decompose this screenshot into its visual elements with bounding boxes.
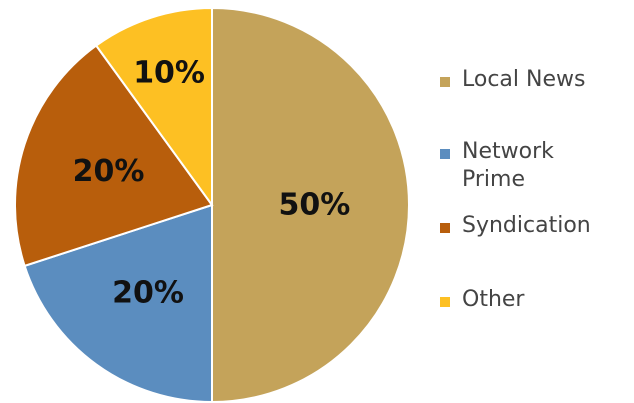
pie-slices	[14, 6, 410, 403]
legend-item-local-news: Local News	[440, 66, 622, 94]
legend-label-other: Other	[462, 287, 525, 312]
legend-item-other: Other	[440, 286, 622, 314]
legend-label-syndication: Syndication	[462, 213, 591, 238]
pie-label-network-prime: 20%	[112, 276, 184, 311]
legend-item-network-prime: Network Prime	[440, 138, 572, 194]
pie-slice-other	[94, 6, 213, 209]
legend-swatch-local-news	[440, 77, 450, 87]
pie-label-syndication: 20%	[73, 154, 145, 189]
pie-label-other: 10%	[133, 55, 205, 90]
legend-swatch-syndication	[440, 223, 450, 233]
pie-slice-labels: 50% 20% 20% 10%	[73, 55, 351, 310]
legend-swatch-network-prime	[440, 149, 450, 159]
pie-label-local-news: 50%	[278, 188, 350, 223]
legend-swatch-other	[440, 297, 450, 307]
legend-label-local-news: Local News	[462, 67, 586, 92]
pie-slice-local-news	[211, 6, 410, 403]
legend-label-network-prime: Network Prime	[462, 139, 554, 192]
pie-slice-syndication	[14, 44, 214, 268]
legend-item-syndication: Syndication	[440, 212, 622, 240]
pie-slice-network-prime	[23, 203, 213, 403]
